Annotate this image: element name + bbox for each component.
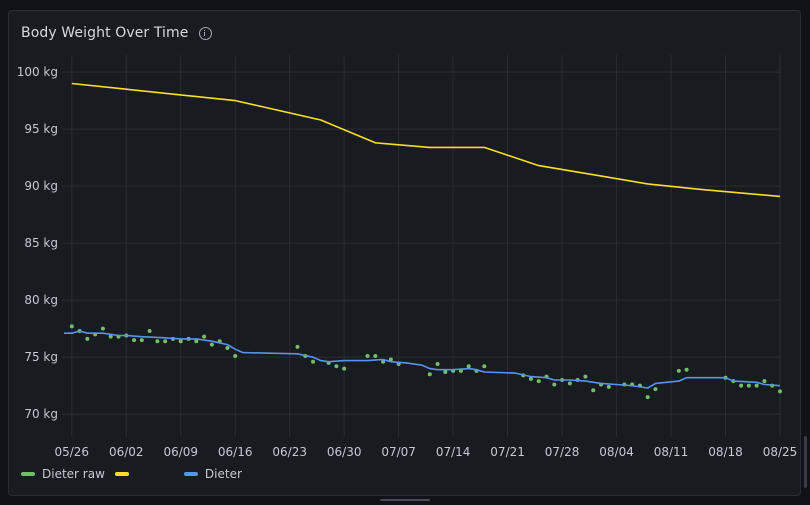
legend-swatch-dieter-raw: [21, 472, 35, 476]
data-point: [202, 334, 207, 339]
data-point: [778, 389, 782, 394]
data-point: [746, 383, 751, 388]
x-tick-label: 06/16: [218, 445, 253, 459]
resize-handle[interactable]: [380, 499, 430, 501]
data-point: [209, 342, 214, 347]
legend-item-dieter[interactable]: Dieter: [183, 467, 242, 481]
x-tick-label: 07/14: [436, 445, 471, 459]
data-point: [427, 372, 432, 377]
panel-title: Body Weight Over Time: [21, 25, 189, 41]
panel-header[interactable]: Body Weight Over Time: [21, 23, 212, 43]
info-icon[interactable]: [198, 26, 212, 40]
legend-label-dieter: Dieter: [204, 467, 242, 481]
x-tick-label: 08/04: [599, 445, 634, 459]
y-tick-label: 75 kg: [24, 350, 58, 364]
data-point: [85, 336, 90, 341]
y-tick-label: 90 kg: [24, 179, 58, 193]
data-point: [132, 338, 137, 343]
data-point: [381, 359, 386, 364]
data-point: [178, 339, 183, 344]
data-point: [147, 328, 152, 333]
data-point: [583, 374, 588, 379]
data-point: [739, 383, 744, 388]
data-point: [591, 388, 596, 393]
y-tick-label: 80 kg: [24, 293, 58, 307]
legend: Dieter raw Dieter: [21, 467, 242, 481]
data-point: [482, 364, 487, 369]
x-tick-label: 05/26: [54, 445, 89, 459]
data-point: [443, 370, 448, 375]
data-point: [762, 379, 767, 384]
legend-swatch-dieter: [183, 472, 198, 476]
data-point: [373, 354, 378, 359]
data-point: [295, 344, 300, 349]
data-point: [528, 376, 533, 381]
data-point: [567, 381, 572, 386]
data-point: [466, 364, 471, 369]
x-tick-label: 08/11: [654, 445, 689, 459]
data-point: [684, 367, 689, 372]
data-point: [163, 339, 168, 344]
data-point: [435, 362, 440, 367]
data-point: [388, 357, 393, 362]
data-point: [139, 338, 144, 343]
scrollbar-thumb[interactable]: [804, 436, 807, 488]
x-tick-label: 06/30: [327, 445, 362, 459]
legend-swatch-second-series: [114, 472, 129, 476]
series-line-2: [64, 330, 781, 389]
y-tick-label: 85 kg: [24, 236, 58, 250]
data-point: [69, 324, 74, 329]
data-point: [155, 339, 160, 344]
data-point: [194, 339, 199, 344]
data-point: [653, 387, 658, 392]
data-point: [536, 379, 541, 384]
data-point: [342, 366, 347, 371]
data-point: [100, 326, 105, 331]
legend-item-dieter-raw[interactable]: Dieter raw: [21, 467, 105, 481]
x-tick-label: 06/23: [272, 445, 307, 459]
data-point: [552, 382, 557, 387]
data-point: [365, 354, 370, 359]
y-tick-label: 95 kg: [24, 122, 58, 136]
data-point: [645, 395, 650, 400]
data-point: [334, 364, 339, 369]
x-tick-label: 08/18: [708, 445, 743, 459]
data-point: [676, 368, 681, 373]
y-tick-label: 100 kg: [17, 65, 58, 79]
y-tick-label: 70 kg: [24, 407, 58, 421]
x-tick-label: 07/07: [381, 445, 416, 459]
x-tick-label: 08/25: [763, 445, 798, 459]
x-tick-label: 07/28: [545, 445, 580, 459]
data-point: [754, 383, 759, 388]
x-tick-label: 07/21: [490, 445, 525, 459]
legend-label-dieter-raw: Dieter raw: [42, 467, 105, 481]
x-tick-label: 06/09: [163, 445, 198, 459]
data-point: [233, 354, 238, 359]
series-line-1: [71, 82, 781, 198]
data-point: [225, 346, 230, 351]
data-point: [606, 384, 611, 389]
data-point: [311, 359, 316, 364]
legend-item-second-series[interactable]: [114, 472, 174, 476]
data-point: [108, 334, 113, 339]
x-tick-label: 06/02: [109, 445, 144, 459]
